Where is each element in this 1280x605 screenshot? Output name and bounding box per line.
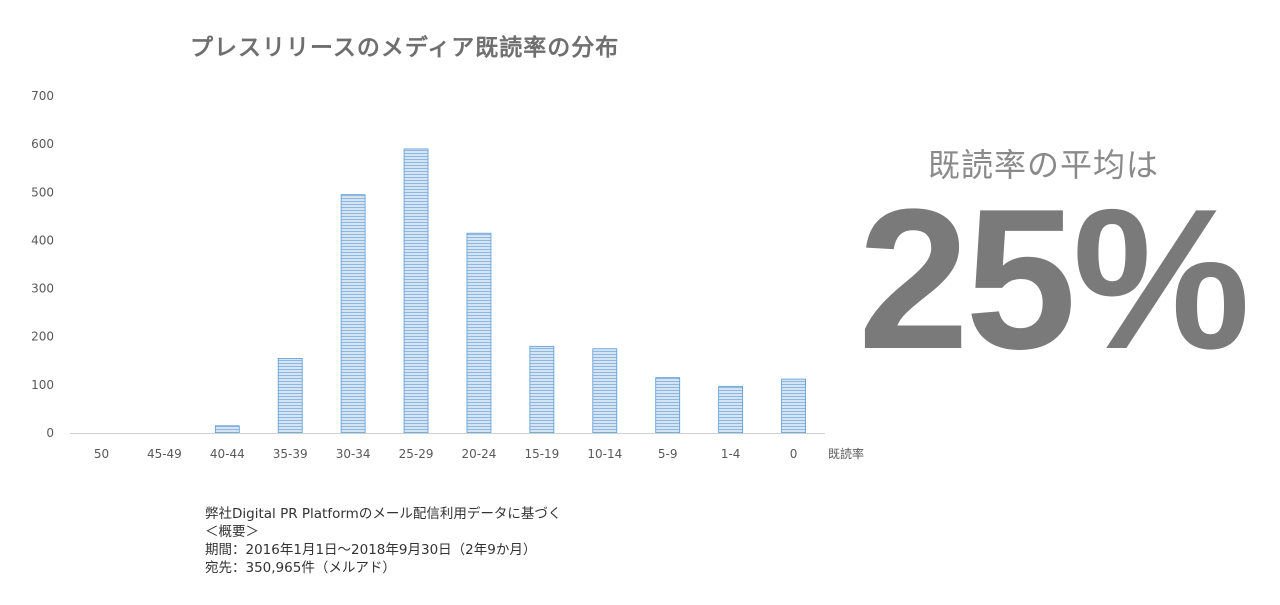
footnote-period: 期間：2016年1月1日～2018年9月30日（2年9か月） [205,542,537,558]
y-tick-label: 600 [31,137,54,151]
bar-0 [781,378,806,434]
footnote-source: 弊社Digital PR Platformのメール配信利用データに基づく [205,506,562,522]
y-tick-label: 400 [31,233,54,247]
y-tick-label: 100 [31,378,54,392]
y-tick-label: 700 [31,89,54,103]
chart-title: プレスリリースのメディア既読率の分布 [190,35,620,61]
x-tick-label: 35-39 [273,447,308,461]
x-tick-label: 40-44 [210,447,245,461]
bar-25-29 [403,148,429,434]
y-tick-label: 200 [31,330,54,344]
footnote: 弊社Digital PR Platformのメール配信利用データに基づく ＜概要… [205,505,561,577]
bar-chart: 0 100 200 300 400 500 600 700 50 45-49 40-44 35-39… [31,89,864,461]
x-tick-label: 45-49 [147,447,182,461]
average-label: 既読率の平均は [928,146,1160,184]
y-tick-label: 500 [31,185,54,199]
y-tick-label: 300 [31,282,54,296]
bar-40-44 [214,425,240,434]
x-tick-label: 20-24 [462,447,497,461]
y-tick-label: 0 [46,426,54,440]
x-tick-label: 1-4 [721,447,741,461]
bar-5-9 [655,377,681,434]
x-tick-label: 25-29 [399,447,434,461]
bar-35-39 [277,357,303,434]
bar-20-24 [466,232,492,434]
x-tick-label: 10-14 [587,447,622,461]
average-value: 25% [858,168,1250,391]
footnote-recipients: 宛先：350,965件（メルアド） [205,560,396,576]
x-axis-label: 既読率 [828,446,864,461]
x-tick-label: 15-19 [524,447,559,461]
x-tick-label: 50 [94,447,109,461]
bar-10-14 [592,348,618,434]
bar-15-19 [529,345,555,434]
x-tick-label: 0 [790,447,798,461]
x-tick-label: 30-34 [336,447,371,461]
bar-30-34 [340,194,366,434]
bar-1-4 [718,385,744,434]
footnote-heading: ＜概要＞ [205,524,259,540]
x-tick-label: 5-9 [658,447,678,461]
